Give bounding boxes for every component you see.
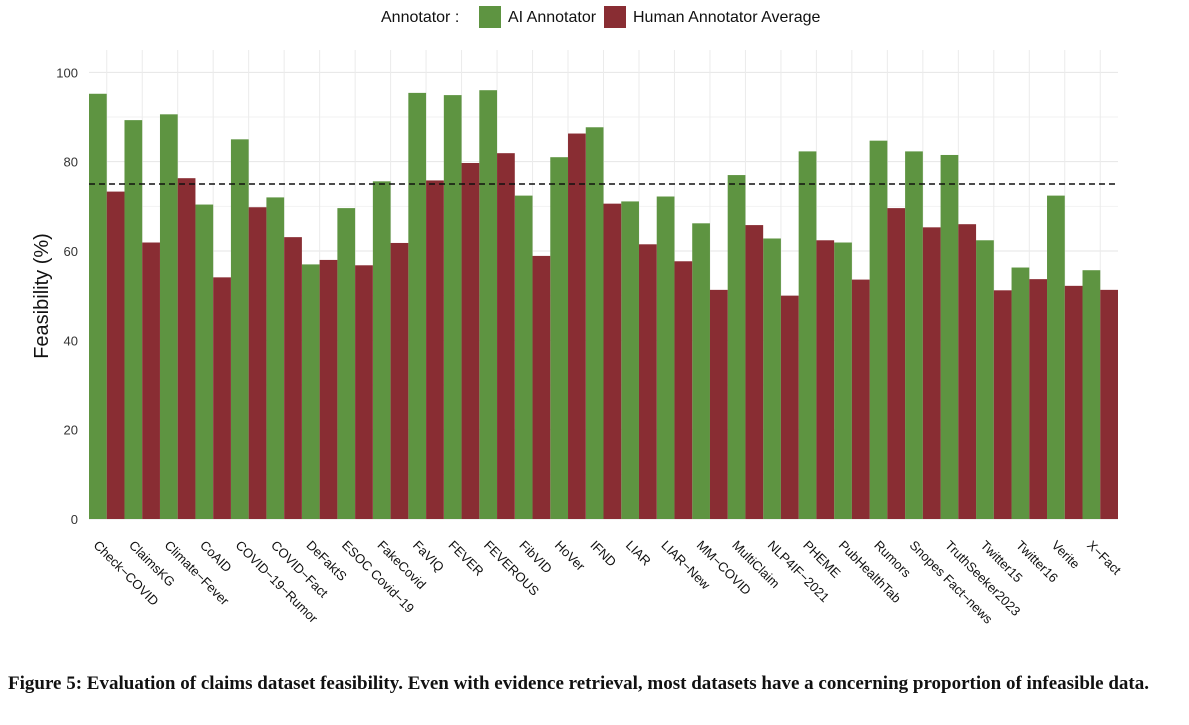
bar-human-annotator-average (177, 178, 196, 519)
y-tick-label: 80 (64, 155, 78, 170)
bar-ai-annotator (266, 197, 285, 519)
bar-human-annotator-average (958, 224, 977, 519)
chart-container: 0 20 40 60 80 100 Check−COVID ClaimsKG Climate−… (31, 6, 1125, 627)
bar-human-annotator-average (106, 191, 125, 519)
bar-ai-annotator (550, 157, 569, 519)
bars (89, 90, 1118, 520)
bar-ai-annotator (230, 139, 249, 519)
bar-ai-annotator (301, 264, 320, 519)
legend-swatch-ai-annotator (479, 6, 501, 28)
bar-human-annotator-average (638, 244, 657, 520)
bar-human-annotator-average (922, 227, 941, 519)
bar-ai-annotator (727, 175, 746, 519)
bar-human-annotator-average (390, 242, 409, 519)
bar-ai-annotator (443, 95, 462, 520)
x-tick-label: HoVer (552, 538, 589, 575)
bar-ai-annotator (656, 196, 675, 519)
bar-ai-annotator (585, 127, 604, 520)
bar-human-annotator-average (532, 255, 551, 519)
bar-ai-annotator (372, 181, 391, 519)
bar-human-annotator-average (851, 279, 870, 519)
bar-human-annotator-average (887, 208, 906, 519)
bar-human-annotator-average (248, 207, 267, 520)
bar-human-annotator-average (284, 237, 302, 519)
bar-ai-annotator (159, 114, 178, 519)
bar-human-annotator-average (568, 133, 586, 519)
bar-ai-annotator (514, 195, 533, 520)
x-tick-label: X−Fact (1084, 538, 1124, 578)
bar-ai-annotator (1011, 267, 1030, 519)
bar-ai-annotator (195, 204, 214, 520)
x-tick-labels: Check−COVIDClaimsKGClimate−FeverCoAIDCOV… (91, 538, 1125, 627)
bar-human-annotator-average (709, 289, 728, 519)
x-tick-label: IFND (587, 538, 619, 570)
bar-human-annotator-average (1064, 285, 1083, 519)
bar-human-annotator-average (780, 295, 799, 519)
bar-human-annotator-average (816, 240, 835, 519)
x-tick-label: FEVER (445, 538, 486, 579)
legend-label-ai-annotator: AI Annotator (508, 9, 597, 26)
x-tick-label: LIAR (623, 538, 654, 569)
y-tick-label: 60 (64, 244, 78, 259)
y-axis-title: Feasibility (%) (31, 233, 53, 359)
bar-ai-annotator (692, 223, 710, 519)
bar-human-annotator-average (674, 261, 693, 519)
bar-ai-annotator (763, 238, 781, 520)
y-tick-label: 100 (56, 65, 78, 80)
bar-ai-annotator (1082, 270, 1101, 519)
bar-chart: 0 20 40 60 80 100 Check−COVIDClaimsKGClimate−… (31, 6, 1125, 627)
bar-human-annotator-average (213, 277, 231, 519)
y-tick-labels: 0 20 40 60 80 100 (56, 65, 78, 527)
bar-human-annotator-average (993, 290, 1012, 519)
bar-human-annotator-average (142, 242, 160, 519)
bar-ai-annotator (124, 120, 143, 519)
y-tick-label: 20 (64, 423, 78, 438)
bar-human-annotator-average (745, 225, 764, 519)
bar-ai-annotator (976, 240, 994, 519)
bar-human-annotator-average (1029, 279, 1048, 519)
x-tick-label: PubHealthTab (836, 538, 904, 606)
bar-ai-annotator (905, 151, 923, 519)
figure-caption: Figure 5: Evaluation of claims dataset f… (8, 673, 1149, 694)
bar-ai-annotator (869, 140, 888, 520)
bar-ai-annotator (940, 154, 959, 519)
bar-ai-annotator (89, 93, 107, 520)
y-tick-label: 0 (71, 512, 78, 527)
bar-human-annotator-average (355, 265, 373, 519)
bar-human-annotator-average (603, 203, 622, 519)
bar-ai-annotator (621, 201, 639, 520)
y-tick-label: 40 (64, 333, 78, 348)
bar-human-annotator-average (461, 163, 480, 519)
legend: Annotator : AI Annotator Human Annotator… (381, 6, 820, 28)
bar-ai-annotator (337, 208, 356, 519)
bar-human-annotator-average (319, 259, 338, 519)
bar-ai-annotator (798, 151, 817, 519)
bar-human-annotator-average (497, 153, 515, 519)
bar-human-annotator-average (426, 180, 444, 519)
legend-swatch-human-annotator-average (604, 6, 626, 28)
legend-title: Annotator : (381, 9, 459, 26)
bar-ai-annotator (479, 90, 498, 519)
bar-ai-annotator (408, 92, 427, 519)
bar-ai-annotator (834, 242, 852, 519)
bar-human-annotator-average (1100, 289, 1118, 519)
bar-ai-annotator (1047, 195, 1065, 520)
legend-label-human-annotator-average: Human Annotator Average (633, 9, 820, 26)
